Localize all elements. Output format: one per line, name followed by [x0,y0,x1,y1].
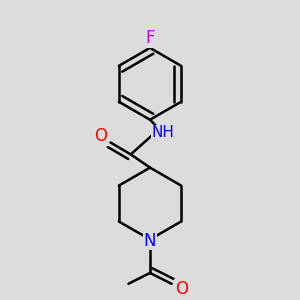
Text: O: O [94,128,107,146]
Text: F: F [145,29,155,47]
Text: O: O [175,280,188,298]
Text: N: N [144,232,156,250]
Text: NH: NH [152,125,175,140]
